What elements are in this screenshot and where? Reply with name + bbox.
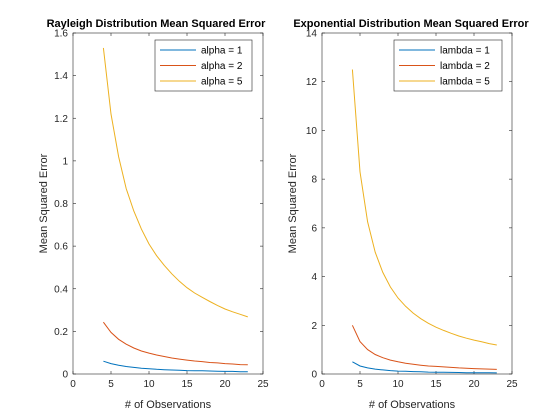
- legend-label: lambda = 1: [440, 46, 490, 57]
- y-tick-label: 1.6: [54, 29, 68, 40]
- y-tick-label: 0: [62, 370, 68, 381]
- y-tick-label: 0.4: [54, 284, 68, 295]
- chart-title: Exponential Distribution Mean Squared Er…: [293, 18, 529, 30]
- x-tick-label: 25: [506, 379, 518, 390]
- y-tick-label: 14: [306, 29, 318, 40]
- chart-rayleigh: Rayleigh Distribution Mean Squared Error…: [38, 18, 269, 411]
- y-tick-label: 0.2: [54, 327, 68, 338]
- y-tick-label: 12: [306, 77, 318, 88]
- y-tick-label: 2: [311, 321, 317, 332]
- y-axis-label: Mean Squared Error: [38, 153, 50, 253]
- y-tick-label: 4: [311, 272, 317, 283]
- y-tick-label: 1.2: [54, 114, 68, 125]
- x-tick-label: 10: [143, 379, 155, 390]
- y-tick-label: 1: [62, 156, 68, 167]
- y-tick-label: 0.6: [54, 242, 68, 253]
- x-tick-label: 15: [430, 379, 442, 390]
- x-axis-label: # of Observations: [125, 399, 212, 411]
- series-line-alpha-2: [102, 321, 248, 366]
- chart-title: Rayleigh Distribution Mean Squared Error: [47, 18, 267, 30]
- x-tick-labels: 0 5 10 15 20 25: [319, 33, 518, 390]
- legend: lambda = 1 lambda = 2 lambda = 5: [393, 39, 503, 92]
- x-tick-label: 0: [319, 379, 325, 390]
- x-tick-label: 20: [219, 379, 231, 390]
- x-tick-label: 5: [108, 379, 114, 390]
- series-line-alpha-5: [102, 47, 248, 318]
- legend-label: alpha = 1: [201, 46, 243, 57]
- series-line-lambda-5: [351, 69, 497, 346]
- x-tick-label: 0: [70, 379, 76, 390]
- series-line-lambda-2: [351, 325, 497, 370]
- y-tick-label: 0.8: [54, 199, 68, 210]
- y-tick-labels: 0 0.2 0.4 0.6 0.8 1 1.2 1.4 1.6: [54, 29, 263, 381]
- series-line-alpha-1: [103, 360, 248, 373]
- legend-label: alpha = 2: [201, 61, 243, 72]
- legend-label: lambda = 5: [440, 77, 490, 88]
- y-tick-label: 0: [311, 370, 317, 381]
- series-lines: [102, 47, 248, 373]
- x-tick-label: 10: [392, 379, 404, 390]
- y-tick-label: 1.4: [54, 71, 68, 82]
- x-tick-label: 20: [468, 379, 480, 390]
- y-tick-label: 10: [306, 126, 318, 137]
- y-tick-labels: 0 2 4 6 8 10 12 14: [306, 29, 512, 381]
- chart-exponential: Exponential Distribution Mean Squared Er…: [287, 18, 529, 411]
- series-line-lambda-1: [352, 361, 497, 374]
- legend-label: alpha = 5: [201, 77, 243, 88]
- y-tick-label: 8: [311, 175, 317, 186]
- x-axis-label: # of Observations: [369, 399, 456, 411]
- y-tick-label: 6: [311, 223, 317, 234]
- y-axis-label: Mean Squared Error: [287, 153, 299, 253]
- x-tick-label: 5: [357, 379, 363, 390]
- legend-label: lambda = 2: [440, 61, 490, 72]
- x-tick-labels: 0 5 10 15 20 25: [70, 33, 269, 390]
- x-tick-label: 15: [181, 379, 193, 390]
- legend: alpha = 1 alpha = 2 alpha = 5: [154, 39, 253, 92]
- x-tick-label: 25: [257, 379, 269, 390]
- series-lines: [351, 69, 497, 374]
